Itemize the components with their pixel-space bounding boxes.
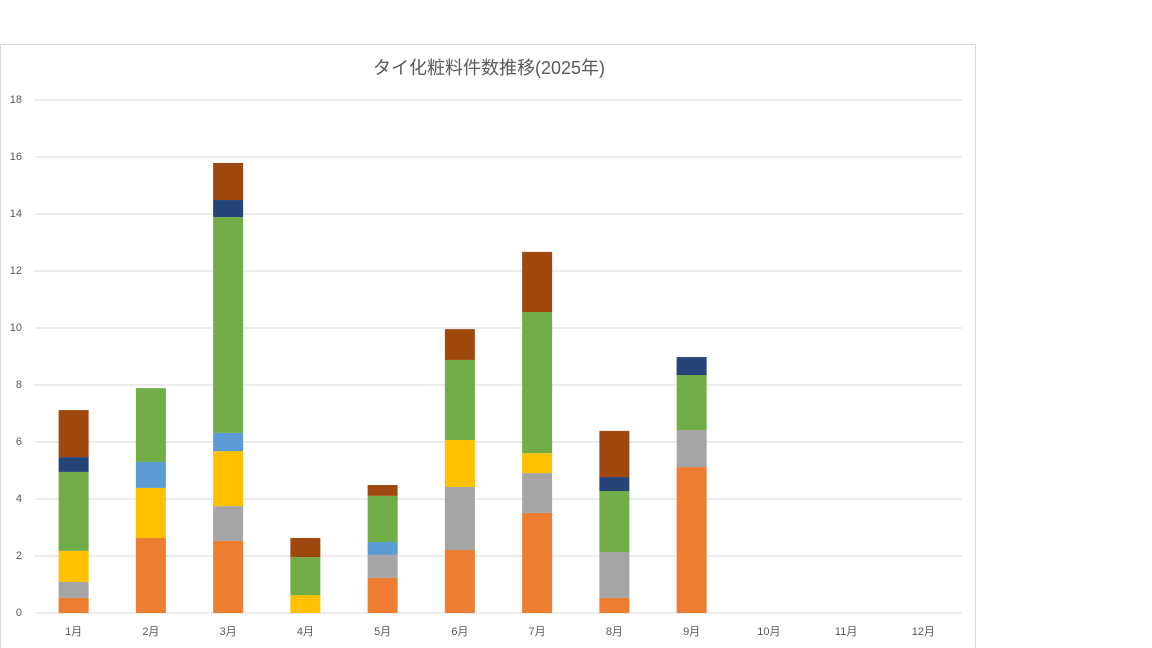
bar-segment [58,457,89,472]
bar-segment [213,432,244,452]
y-tick-label: 2 [16,550,22,562]
bar-segment [444,487,475,551]
x-tick-label: 6月 [451,626,468,638]
x-tick-label: 12月 [912,626,935,638]
bar-segment [58,581,89,598]
bar-segment [444,359,475,441]
bar-segment [213,162,244,201]
bar-segment [599,477,630,492]
bar-segment [522,251,553,313]
bar-segment [58,597,89,613]
bar-segment [522,312,553,454]
bar-segment [599,430,630,478]
y-tick-label: 18 [10,94,22,106]
bar-segment [522,512,553,613]
bar-segment [367,577,398,613]
y-tick-label: 14 [10,208,22,220]
bar-segment [676,375,707,431]
bar-segment [135,487,166,539]
x-tick-label: 3月 [220,626,237,638]
x-tick-label: 2月 [142,626,159,638]
bar-segment [290,595,321,613]
bar-segment [599,491,630,553]
bar-segment [522,473,553,513]
bar-segment [599,552,630,598]
x-tick-label: 1月 [65,626,82,638]
x-tick-label: 10月 [757,626,780,638]
y-tick-label: 0 [16,607,22,619]
x-tick-label: 11月 [835,626,857,638]
y-tick-label: 12 [10,265,22,277]
bar-segment [367,495,398,543]
bar-segment [58,550,89,582]
y-tick-label: 10 [10,322,22,334]
bar-segment [367,554,398,578]
bar-segment [676,357,707,376]
bar-segment [599,597,630,613]
bar-segment [135,538,166,613]
bar-segment [676,430,707,468]
chart-title: タイ化粧料件数推移(2025年) [373,58,605,78]
x-tick-label: 9月 [683,626,700,638]
bar-segment [290,557,321,596]
x-tick-label: 4月 [297,626,314,638]
bar-segment [367,485,398,496]
bar-segment [444,440,475,488]
bar-segment [213,506,244,541]
y-tick-label: 4 [16,493,22,505]
bar-segment [58,410,89,458]
bar-segment [290,538,321,558]
bar-segment [213,217,244,433]
bar-segment [135,461,166,488]
bar-segment [213,200,244,218]
bar-segment [213,451,244,507]
y-tick-label: 8 [16,379,22,391]
x-tick-label: 7月 [529,626,546,638]
bar-segment [444,550,475,613]
bar-segment [58,471,89,551]
bar-segment [135,388,166,462]
y-tick-label: 16 [10,151,22,163]
bar-segment [522,453,553,474]
bar-segment [676,467,707,613]
bar-segment [213,540,244,613]
y-tick-label: 6 [16,436,22,448]
x-tick-label: 5月 [374,626,391,638]
bar-segment [367,542,398,555]
x-tick-label: 8月 [606,626,623,638]
bar-segment [444,329,475,360]
